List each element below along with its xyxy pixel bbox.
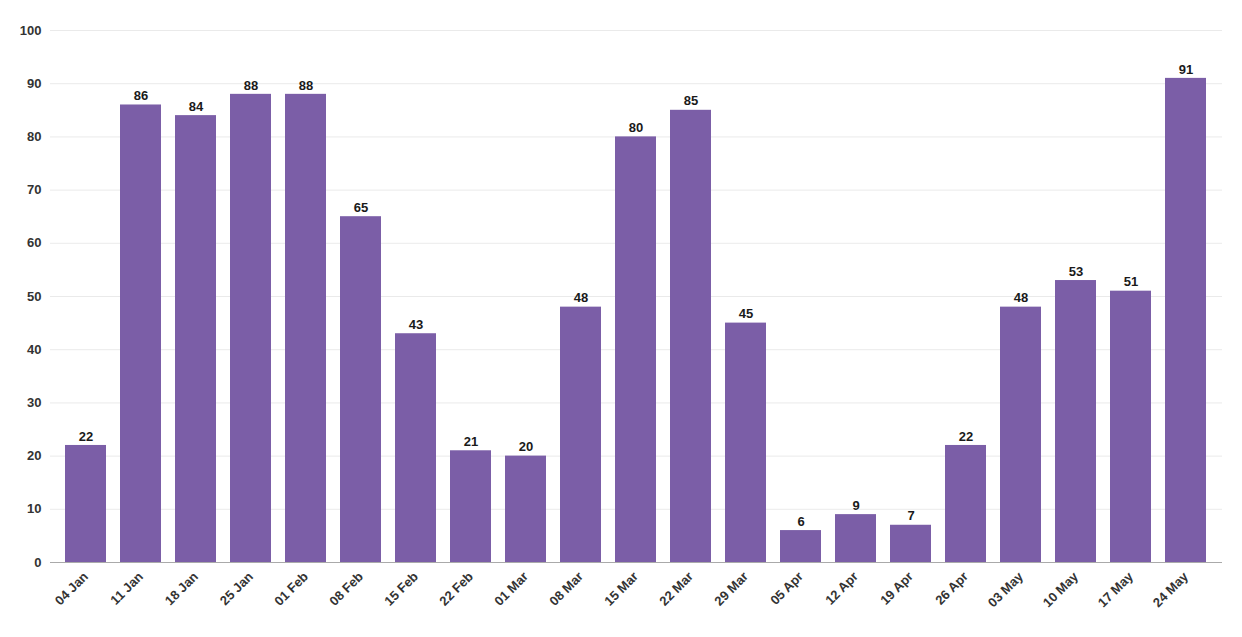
svg-text:85: 85 — [684, 93, 698, 108]
svg-text:80: 80 — [629, 120, 643, 135]
svg-text:53: 53 — [1069, 264, 1083, 279]
svg-text:08 Mar: 08 Mar — [546, 569, 586, 609]
svg-text:22: 22 — [79, 429, 93, 444]
svg-text:7: 7 — [907, 508, 914, 523]
svg-text:80: 80 — [27, 129, 41, 144]
svg-text:50: 50 — [27, 289, 41, 304]
svg-text:22 Feb: 22 Feb — [436, 569, 476, 609]
svg-text:48: 48 — [574, 290, 588, 305]
svg-text:08 Feb: 08 Feb — [326, 569, 366, 609]
svg-text:20: 20 — [27, 448, 41, 463]
svg-text:21: 21 — [464, 434, 478, 449]
svg-text:100: 100 — [20, 23, 42, 38]
svg-text:84: 84 — [189, 99, 204, 114]
svg-text:10: 10 — [27, 501, 41, 516]
svg-text:45: 45 — [739, 306, 753, 321]
svg-text:25 Jan: 25 Jan — [217, 569, 256, 608]
svg-text:65: 65 — [354, 200, 368, 215]
svg-text:12 Apr: 12 Apr — [822, 569, 861, 608]
svg-text:24 May: 24 May — [1150, 568, 1192, 610]
svg-text:29 Mar: 29 Mar — [711, 569, 751, 609]
svg-text:01 Mar: 01 Mar — [491, 569, 531, 609]
svg-text:43: 43 — [409, 317, 423, 332]
svg-text:19 Apr: 19 Apr — [877, 569, 916, 608]
svg-text:22: 22 — [959, 429, 973, 444]
svg-text:48: 48 — [1014, 290, 1028, 305]
svg-text:91: 91 — [1179, 62, 1193, 77]
svg-text:88: 88 — [244, 78, 258, 93]
svg-text:51: 51 — [1124, 274, 1138, 289]
svg-text:17 May: 17 May — [1095, 568, 1137, 610]
svg-text:10 May: 10 May — [1040, 568, 1082, 610]
svg-text:70: 70 — [27, 182, 41, 197]
svg-text:88: 88 — [299, 78, 313, 93]
svg-text:0: 0 — [34, 555, 41, 570]
svg-text:15 Feb: 15 Feb — [381, 569, 421, 609]
svg-text:6: 6 — [797, 514, 804, 529]
svg-text:03 May: 03 May — [985, 568, 1027, 610]
svg-text:22 Mar: 22 Mar — [656, 569, 696, 609]
svg-text:40: 40 — [27, 342, 41, 357]
svg-text:05 Apr: 05 Apr — [767, 569, 806, 608]
svg-text:11 Jan: 11 Jan — [107, 569, 146, 608]
svg-text:86: 86 — [134, 88, 148, 103]
svg-text:18 Jan: 18 Jan — [162, 569, 201, 608]
svg-text:26 Apr: 26 Apr — [932, 569, 971, 608]
svg-text:9: 9 — [852, 498, 859, 513]
svg-text:04 Jan: 04 Jan — [52, 569, 91, 608]
svg-text:01 Feb: 01 Feb — [271, 569, 311, 609]
svg-text:20: 20 — [519, 439, 533, 454]
svg-text:60: 60 — [27, 235, 41, 250]
svg-text:30: 30 — [27, 395, 41, 410]
svg-text:90: 90 — [27, 76, 41, 91]
svg-text:15 Mar: 15 Mar — [601, 569, 641, 609]
